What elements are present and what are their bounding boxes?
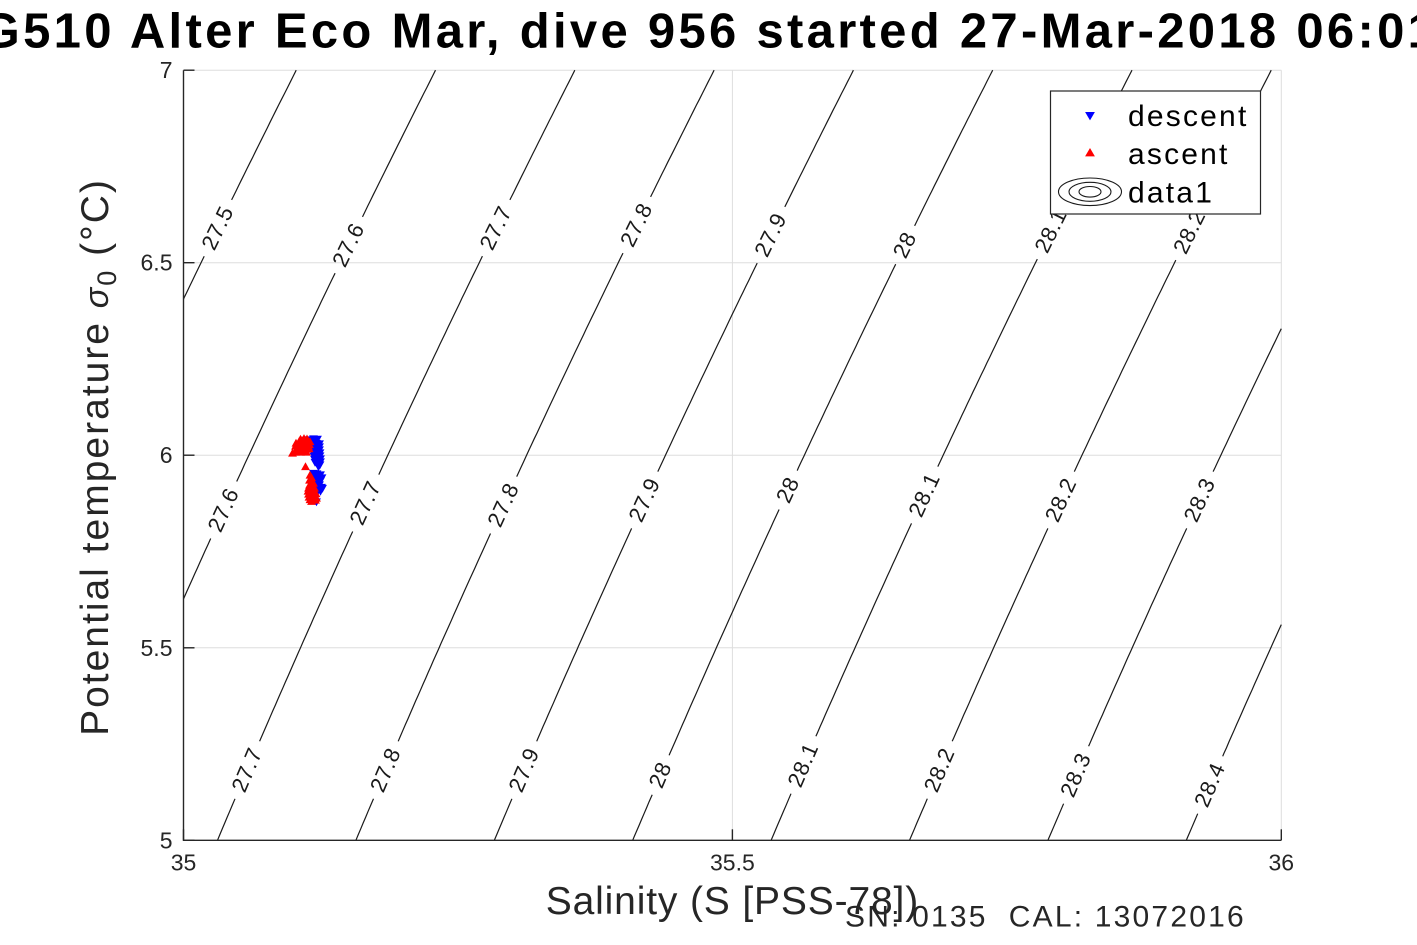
svg-text:5.5: 5.5 bbox=[141, 635, 173, 661]
svg-text:SG510 Alter Eco Mar, dive 956: SG510 Alter Eco Mar, dive 956 started 27… bbox=[0, 5, 1417, 59]
svg-text:data1: data1 bbox=[1128, 177, 1214, 210]
svg-text:35.5: 35.5 bbox=[710, 850, 755, 876]
svg-text:Salinity (S [PSS-78]): Salinity (S [PSS-78]) bbox=[546, 880, 919, 923]
svg-text:6: 6 bbox=[160, 442, 173, 468]
svg-text:35: 35 bbox=[171, 850, 197, 876]
svg-text:SN: 0135 CAL: 13072016: SN: 0135 CAL: 13072016 bbox=[845, 901, 1246, 934]
svg-text:36: 36 bbox=[1269, 850, 1295, 876]
svg-text:ascent: ascent bbox=[1128, 138, 1230, 171]
svg-text:Potential temperature σ0 (°C): Potential temperature σ0 (°C) bbox=[74, 178, 122, 736]
svg-text:6.5: 6.5 bbox=[141, 250, 173, 276]
svg-text:7: 7 bbox=[160, 57, 173, 83]
svg-text:descent: descent bbox=[1128, 100, 1248, 133]
svg-text:5: 5 bbox=[160, 827, 173, 853]
